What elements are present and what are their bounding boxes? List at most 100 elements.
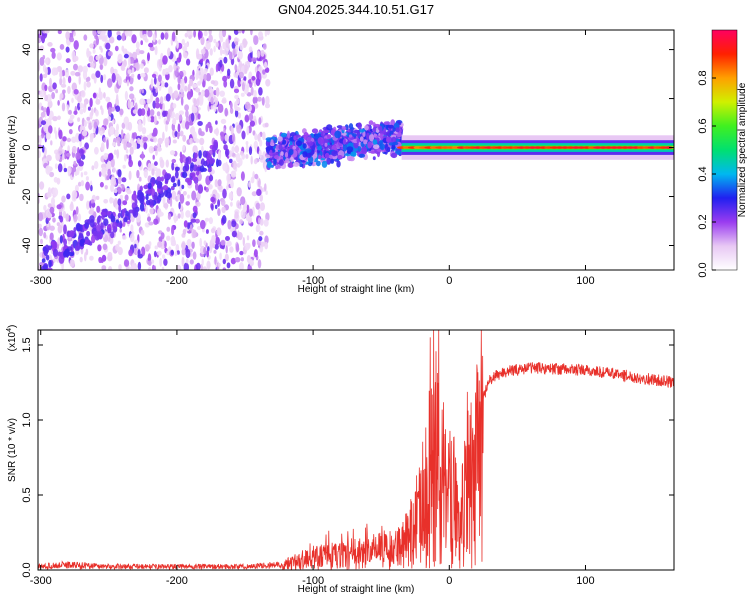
heat-cell — [101, 265, 107, 270]
heat-cell — [370, 150, 376, 154]
heat-cell — [262, 131, 266, 141]
heat-cell — [392, 141, 399, 146]
heat-cell — [65, 31, 70, 40]
heat-cell — [264, 67, 270, 73]
heat-cell — [261, 96, 265, 106]
heat-cell — [83, 34, 88, 41]
heat-cell — [201, 89, 205, 97]
heat-cell — [257, 259, 262, 269]
heat-cell — [126, 189, 132, 195]
heat-cell — [67, 167, 71, 177]
heat-cell — [386, 136, 390, 143]
heat-cell — [262, 69, 266, 75]
heat-cell — [68, 129, 73, 135]
heat-cell — [59, 235, 63, 244]
heat-cell — [42, 264, 48, 270]
heat-cell — [220, 239, 226, 246]
heat-cell — [258, 31, 263, 38]
heat-cell — [214, 97, 219, 106]
heat-cell — [215, 236, 220, 246]
heat-cell — [103, 74, 107, 81]
heat-cell — [129, 86, 134, 92]
heat-cell — [78, 160, 84, 167]
heat-cell — [103, 118, 109, 126]
heat-cell — [38, 30, 41, 34]
heat-cell — [68, 251, 75, 257]
heat-cell — [38, 135, 42, 145]
heat-cell — [232, 48, 236, 56]
snr-y-scale-base: (x10 — [7, 331, 18, 351]
heat-cell — [56, 243, 60, 250]
heat-cell — [157, 74, 162, 83]
heat-cell — [254, 133, 258, 141]
heat-cell — [235, 98, 240, 105]
heat-cell — [109, 197, 115, 203]
heat-cell — [227, 68, 231, 77]
heat-cell — [65, 58, 71, 64]
heat-cell — [46, 191, 52, 198]
heat-cell — [265, 212, 270, 221]
heat-cell — [153, 218, 159, 225]
heat-cell — [249, 260, 255, 267]
heat-cell — [116, 34, 122, 41]
heat-cell — [121, 122, 126, 129]
heat-cell — [164, 82, 169, 88]
heat-cell — [213, 249, 217, 254]
heat-cell — [250, 155, 253, 165]
heat-cell — [106, 139, 109, 150]
heat-cell — [132, 109, 138, 114]
heat-cell — [78, 133, 82, 142]
heat-cell — [155, 97, 160, 104]
heat-cell — [164, 189, 168, 197]
heat-cell — [79, 193, 84, 202]
heat-cell — [230, 257, 236, 265]
heat-cell — [88, 209, 94, 215]
heat-cell — [49, 77, 52, 87]
heat-cell — [245, 144, 249, 153]
heat-cell — [39, 89, 45, 98]
heat-cell — [281, 139, 287, 145]
heat-cell — [240, 171, 245, 181]
heat-cell — [253, 102, 259, 109]
heat-cell — [225, 148, 230, 157]
heat-cell — [256, 50, 261, 59]
heat-cell — [376, 148, 382, 152]
heat-cell — [246, 82, 250, 90]
heat-cell — [241, 130, 246, 140]
heat-cell — [44, 94, 48, 102]
heat-cell — [77, 95, 82, 103]
heat-cell — [139, 63, 144, 69]
heat-cell — [219, 45, 223, 56]
heat-cell — [116, 31, 121, 36]
heat-cell — [222, 75, 228, 82]
heat-cell — [367, 141, 372, 149]
heat-cell — [92, 92, 97, 99]
heat-cell — [210, 96, 214, 105]
heat-cell — [230, 125, 234, 136]
heat-cell — [239, 262, 244, 270]
heat-cell — [249, 120, 255, 127]
heat-cell — [212, 242, 216, 248]
heat-cell — [292, 145, 297, 150]
heat-cell — [191, 241, 195, 249]
heat-cell — [116, 222, 121, 227]
heat-cell — [148, 145, 154, 154]
heat-cell — [44, 30, 50, 34]
heat-cell — [175, 112, 180, 121]
heat-cell — [147, 253, 152, 263]
heat-cell — [245, 154, 249, 159]
heat-cell — [57, 147, 63, 156]
heat-cell — [246, 235, 250, 241]
heat-cell — [52, 217, 56, 223]
heat-cell — [81, 90, 84, 95]
heat-cell — [253, 140, 258, 150]
heat-cell — [95, 55, 100, 61]
heat-cell — [105, 96, 111, 103]
heat-cell — [266, 30, 271, 36]
heat-cell — [113, 198, 118, 206]
heat-cell — [122, 235, 127, 240]
heat-cell — [203, 247, 207, 254]
heat-cell — [208, 217, 213, 225]
heat-cell — [49, 206, 55, 214]
